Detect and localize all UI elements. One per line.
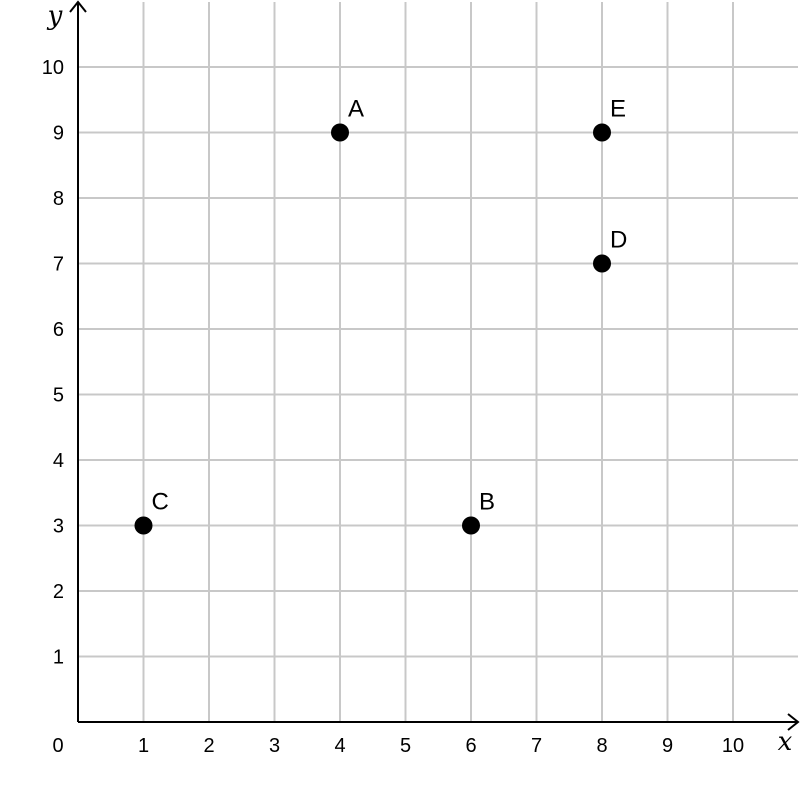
y-tick-label: 7: [53, 254, 64, 276]
y-tick-label: 4: [53, 450, 64, 472]
x-axis-title: x: [778, 727, 793, 757]
point-label: E: [610, 96, 626, 123]
data-point-b: B: [462, 489, 495, 535]
data-point-c: C: [134, 489, 169, 535]
point-marker: [593, 123, 611, 142]
y-tick-label: 3: [53, 516, 64, 538]
point-label: D: [610, 227, 627, 254]
axes: [69, 0, 800, 731]
x-tick-label: 8: [596, 735, 607, 757]
y-tick-label: 8: [53, 188, 64, 210]
data-point-e: E: [593, 96, 626, 142]
point-label: B: [479, 489, 495, 516]
origin-label: 0: [52, 735, 63, 757]
y-axis-title: y: [47, 1, 63, 31]
x-tick-label: 9: [662, 735, 673, 757]
x-tick-label: 5: [400, 735, 411, 757]
y-axis-arrow-icon: [69, 0, 87, 13]
y-tick-label: 2: [53, 581, 64, 603]
point-marker: [462, 516, 480, 535]
data-points: A B C D E: [134, 96, 627, 535]
point-marker: [593, 254, 611, 273]
x-tick-label: 2: [203, 735, 214, 757]
x-tick-label: 10: [722, 735, 744, 757]
point-marker: [331, 123, 349, 142]
point-label: C: [152, 489, 169, 516]
y-tick-label: 9: [53, 123, 64, 145]
x-tick-label: 7: [531, 735, 542, 757]
x-tick-label: 3: [269, 735, 280, 757]
data-point-a: A: [331, 96, 364, 142]
y-tick-label: 5: [53, 385, 64, 407]
y-tick-label: 10: [42, 57, 64, 79]
grid-lines: [78, 2, 798, 722]
data-point-d: D: [593, 227, 627, 273]
x-tick-label: 1: [138, 735, 149, 757]
point-marker: [134, 516, 153, 535]
x-tick-label: 6: [465, 735, 476, 757]
y-tick-label: 1: [53, 647, 64, 669]
point-label: A: [348, 96, 364, 123]
tick-labels: 1 2 3 4 5 6 7 8 9 10 1 2 3 4 5 6 7 8 9 10: [42, 57, 744, 757]
x-axis-arrow-icon: [787, 713, 800, 731]
y-tick-label: 6: [53, 319, 64, 341]
x-tick-label: 4: [334, 735, 345, 757]
